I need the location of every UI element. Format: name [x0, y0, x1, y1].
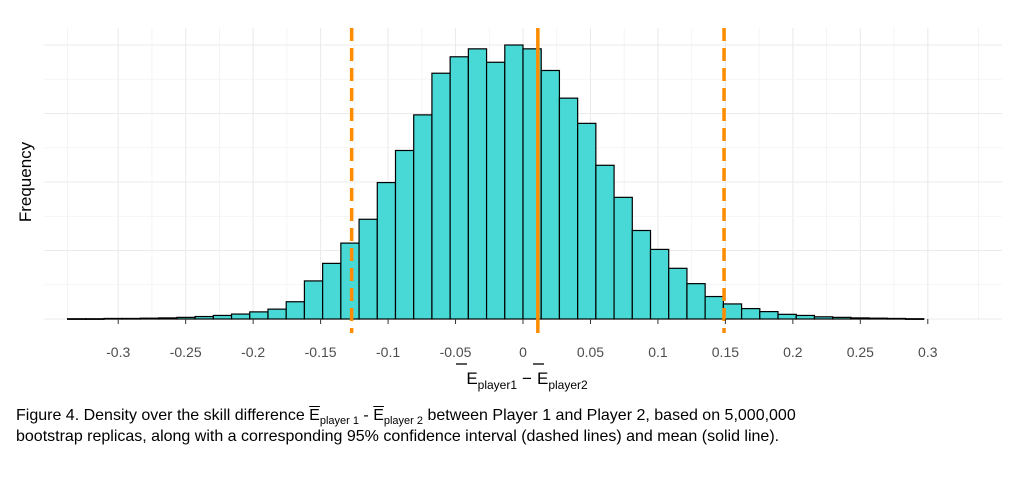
- x-tick-label: -0.3: [106, 344, 130, 360]
- histogram-bar: [322, 262, 342, 320]
- histogram-bar: [832, 316, 852, 320]
- histogram-bar: [303, 280, 324, 320]
- x-axis-symbol-1: E: [466, 369, 477, 388]
- x-tick-label: -0.2: [241, 344, 265, 360]
- x-tick-label: 0.15: [712, 344, 739, 360]
- histogram-bar: [194, 315, 214, 320]
- histogram-bar: [577, 122, 597, 320]
- histogram-bar: [212, 314, 233, 320]
- histogram-bar: [413, 114, 433, 320]
- histogram-bar: [376, 181, 397, 320]
- histogram-bar: [613, 196, 633, 320]
- x-tick-label: -0.1: [376, 344, 400, 360]
- histogram-bar: [176, 316, 196, 320]
- histogram-bar: [485, 61, 506, 320]
- caption-symbol-1: E: [309, 407, 320, 424]
- x-axis-title: Eplayer1− Eplayer2: [466, 369, 588, 392]
- figure-caption: Figure 4. Density over the skill differe…: [16, 405, 1006, 447]
- x-axis-ticks: -0.3 -0.25 -0.2 -0.15 -0.1 -0.05 0 0.05 0.1 0.15 0…: [106, 319, 938, 360]
- histogram-bar: [121, 317, 142, 320]
- x-tick-label: 0.3: [918, 344, 938, 360]
- histogram-bar: [704, 295, 724, 320]
- histogram-bar: [904, 318, 925, 320]
- x-tick-label: 0: [519, 344, 527, 360]
- x-tick-label: 0.1: [648, 344, 668, 360]
- y-axis-title: Frequency: [16, 141, 35, 222]
- histogram-bar: [431, 72, 451, 320]
- histogram-bar: [868, 317, 888, 320]
- x-tick-label: -0.05: [440, 344, 472, 360]
- histogram-chart: -0.3 -0.25 -0.2 -0.15 -0.1 -0.05 0 0.05 0.1 0.15 0…: [16, 28, 1002, 392]
- caption-line-2: bootstrap replicas, along with a corresp…: [16, 428, 780, 445]
- caption-subscript-2: player 2: [383, 415, 424, 427]
- histogram-bar: [230, 313, 251, 320]
- histogram-bar: [668, 267, 688, 320]
- histogram-bars: [67, 44, 925, 320]
- x-tick-label: -0.15: [305, 344, 337, 360]
- caption-subscript-1: player 1: [319, 415, 359, 427]
- reference-lines: [349, 28, 726, 333]
- histogram-bar: [358, 218, 378, 320]
- x-axis-subscript-2: player2: [548, 378, 588, 392]
- caption-line-1: Figure 4. Density over the skill differe…: [16, 405, 1006, 427]
- histogram-bar: [67, 318, 87, 320]
- x-axis-subscript-1: player1: [478, 378, 518, 392]
- histogram-bar: [558, 97, 579, 320]
- histogram-bar: [740, 307, 761, 320]
- histogram-bar: [85, 318, 105, 320]
- histogram-bar: [795, 314, 816, 320]
- caption-dash: -: [358, 407, 374, 424]
- histogram-bar: [139, 317, 160, 320]
- histogram-bar: [103, 317, 123, 320]
- histogram-bar: [249, 311, 269, 320]
- histogram-bar: [649, 248, 670, 320]
- histogram-bar: [595, 164, 615, 320]
- histogram-bar: [504, 44, 524, 320]
- x-tick-label: 0.05: [577, 344, 604, 360]
- caption-text-end: between Player 1 and Player 2, based on …: [423, 407, 796, 424]
- histogram-bar: [886, 317, 907, 320]
- histogram-bar: [813, 316, 834, 320]
- histogram-bar: [777, 313, 797, 320]
- histogram-bar: [394, 149, 415, 320]
- histogram-bar: [850, 317, 870, 320]
- x-axis-symbol-2: E: [537, 369, 548, 388]
- caption-text-start: Figure 4. Density over the skill differe…: [16, 407, 310, 424]
- histogram-bar: [722, 303, 743, 320]
- histogram-bar: [540, 69, 561, 320]
- x-tick-label: 0.25: [847, 344, 874, 360]
- x-tick-label: -0.25: [170, 344, 202, 360]
- histogram-bar: [467, 48, 488, 320]
- caption-symbol-2: E: [373, 407, 384, 424]
- histogram-bar: [686, 283, 706, 320]
- histogram-bar: [449, 56, 469, 320]
- histogram-bar: [631, 229, 652, 320]
- histogram-bar: [158, 317, 178, 320]
- x-tick-label: 0.2: [783, 344, 803, 360]
- histogram-bar: [285, 301, 306, 320]
- histogram-bar: [759, 311, 779, 320]
- histogram-bar: [267, 308, 287, 320]
- x-axis-minus: −: [522, 369, 532, 388]
